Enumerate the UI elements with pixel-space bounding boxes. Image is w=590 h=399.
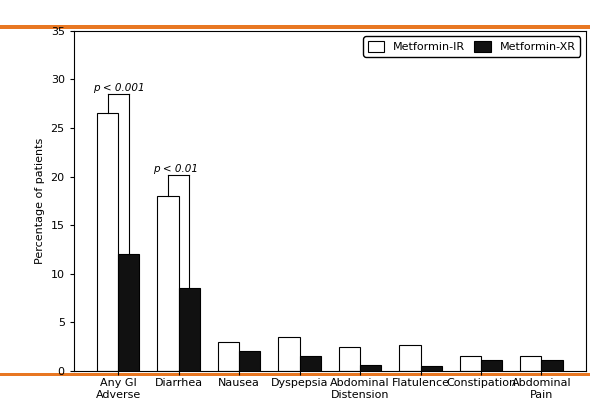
Bar (520, 356, 542, 371)
Legend: Metformin-IR, Metformin-XR: Metformin-IR, Metformin-XR (363, 36, 581, 57)
Text: p < 0.01: p < 0.01 (153, 164, 198, 174)
Bar (158, 196, 179, 371)
Bar (179, 288, 200, 371)
Bar (399, 345, 421, 371)
Y-axis label: Percentage of patients: Percentage of patients (35, 138, 45, 264)
Bar (542, 360, 563, 371)
Bar (421, 366, 442, 371)
Bar (97, 113, 118, 371)
Bar (0, 25, 590, 29)
Bar (118, 255, 139, 371)
Bar (278, 337, 300, 371)
Bar (218, 342, 239, 371)
Bar (300, 356, 321, 371)
Text: Medscape®: Medscape® (9, 6, 87, 19)
Bar (360, 365, 381, 371)
Bar (481, 360, 502, 371)
Bar (0, 373, 590, 376)
Bar (460, 356, 481, 371)
Text: p < 0.001: p < 0.001 (93, 83, 145, 93)
Bar (339, 347, 360, 371)
Text: Source: Curr Med Res Opin © 2004 Librapharm Limited: Source: Curr Med Res Opin © 2004 Libraph… (327, 383, 578, 393)
Text: www.medscape.com: www.medscape.com (163, 6, 285, 19)
Bar (239, 351, 260, 371)
